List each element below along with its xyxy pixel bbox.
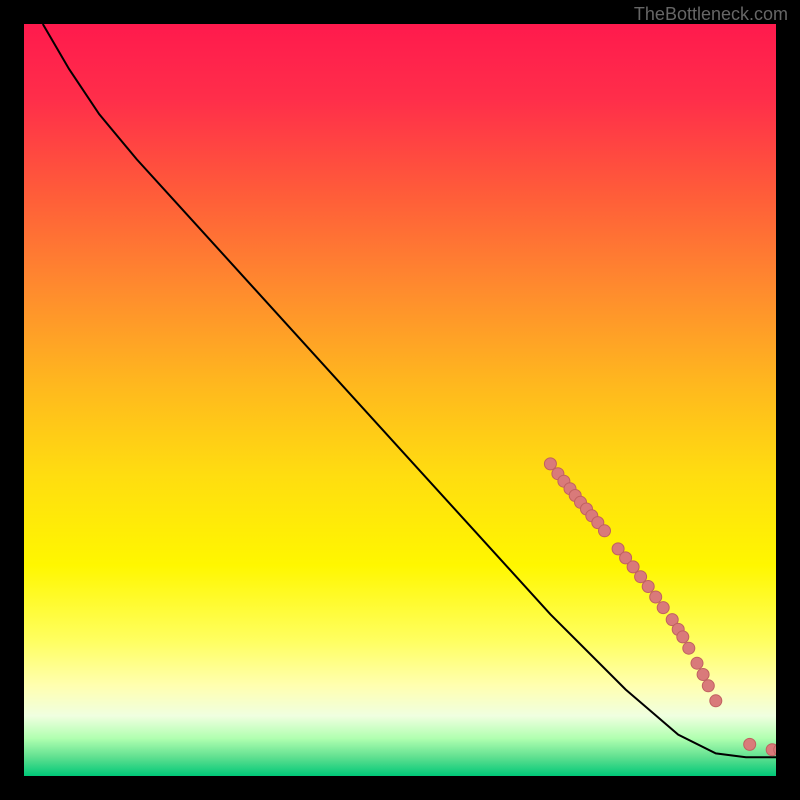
- scatter-marker: [657, 602, 669, 614]
- attribution-text: TheBottleneck.com: [634, 4, 788, 25]
- scatter-marker: [642, 581, 654, 593]
- scatter-marker: [697, 669, 709, 681]
- scatter-marker: [635, 571, 647, 583]
- scatter-marker: [691, 657, 703, 669]
- curve-line: [43, 24, 776, 757]
- scatter-marker: [599, 525, 611, 537]
- scatter-markers: [544, 458, 776, 756]
- scatter-marker: [650, 591, 662, 603]
- scatter-marker: [710, 695, 722, 707]
- scatter-marker: [683, 642, 695, 654]
- scatter-marker: [677, 631, 689, 643]
- chart-overlay: [24, 24, 776, 776]
- chart-plot-area: [24, 24, 776, 776]
- scatter-marker: [702, 680, 714, 692]
- scatter-marker: [744, 738, 756, 750]
